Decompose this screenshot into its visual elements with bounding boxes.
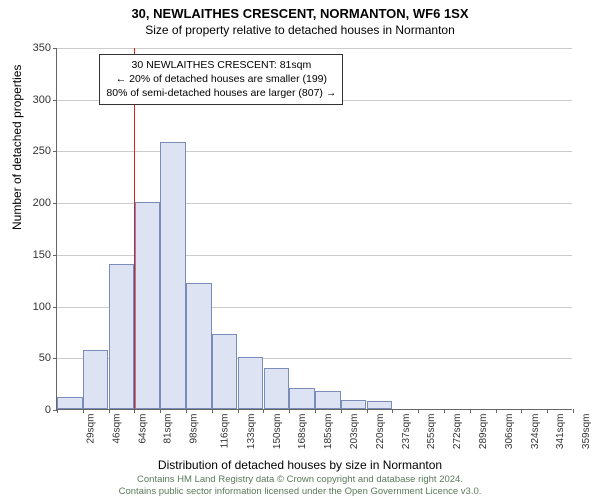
histogram-bar	[238, 357, 263, 409]
y-tick-mark	[53, 100, 57, 101]
x-tick-mark	[470, 409, 471, 413]
y-tick-mark	[53, 203, 57, 204]
histogram-bar	[367, 401, 392, 409]
x-tick-label: 341sqm	[555, 414, 566, 450]
histogram-bar	[341, 400, 366, 409]
y-tick-mark	[53, 151, 57, 152]
y-tick-label: 100	[21, 301, 51, 313]
y-tick-label: 200	[21, 197, 51, 209]
y-tick-label: 300	[21, 94, 51, 106]
histogram-bar	[135, 202, 160, 409]
x-tick-mark	[521, 409, 522, 413]
chart-container: 30, NEWLAITHES CRESCENT, NORMANTON, WF6 …	[0, 0, 600, 500]
histogram-bar	[109, 264, 134, 409]
y-tick-mark	[53, 48, 57, 49]
x-tick-label: 289sqm	[478, 414, 489, 450]
x-tick-label: 185sqm	[323, 414, 334, 450]
y-tick-mark	[53, 255, 57, 256]
x-tick-mark	[212, 409, 213, 413]
x-tick-label: 272sqm	[452, 414, 463, 450]
x-tick-label: 237sqm	[401, 414, 412, 450]
x-tick-label: 324sqm	[530, 414, 541, 450]
x-tick-label: 168sqm	[297, 414, 308, 450]
y-tick-mark	[53, 358, 57, 359]
x-tick-label: 98sqm	[189, 414, 200, 444]
x-tick-mark	[547, 409, 548, 413]
x-axis-label: Distribution of detached houses by size …	[0, 458, 600, 472]
x-tick-label: 29sqm	[86, 414, 97, 444]
x-tick-label: 203sqm	[349, 414, 360, 450]
x-tick-mark	[444, 409, 445, 413]
x-tick-mark	[160, 409, 161, 413]
x-tick-label: 255sqm	[426, 414, 437, 450]
page-subtitle: Size of property relative to detached ho…	[0, 21, 600, 37]
y-tick-label: 0	[21, 404, 51, 416]
x-tick-mark	[289, 409, 290, 413]
x-tick-mark	[573, 409, 574, 413]
plot-area: 05010015020025030035029sqm46sqm64sqm81sq…	[56, 48, 572, 410]
histogram-bar	[289, 388, 314, 409]
annotation-line1: 30 NEWLAITHES CRESCENT: 81sqm	[106, 58, 336, 72]
x-tick-label: 133sqm	[246, 414, 257, 450]
x-tick-mark	[83, 409, 84, 413]
y-tick-mark	[53, 307, 57, 308]
x-tick-mark	[57, 409, 58, 413]
y-tick-label: 50	[21, 352, 51, 364]
x-tick-mark	[496, 409, 497, 413]
y-tick-label: 350	[21, 42, 51, 54]
x-tick-label: 220sqm	[375, 414, 386, 450]
x-tick-mark	[418, 409, 419, 413]
x-tick-mark	[186, 409, 187, 413]
x-tick-label: 116sqm	[219, 414, 230, 449]
histogram-bar	[264, 368, 289, 409]
y-tick-label: 150	[21, 249, 51, 261]
annotation-line3: 80% of semi-detached houses are larger (…	[106, 86, 336, 100]
histogram-bar	[186, 283, 211, 409]
x-tick-mark	[238, 409, 239, 413]
footer-attribution: Contains HM Land Registry data © Crown c…	[0, 474, 600, 498]
x-tick-mark	[315, 409, 316, 413]
x-tick-label: 150sqm	[272, 414, 283, 450]
footer-line2: Contains public sector information licen…	[0, 486, 600, 498]
histogram-bar	[160, 142, 185, 409]
x-tick-mark	[109, 409, 110, 413]
x-tick-label: 359sqm	[581, 414, 592, 450]
x-tick-label: 64sqm	[137, 414, 148, 444]
x-tick-mark	[367, 409, 368, 413]
annotation-box: 30 NEWLAITHES CRESCENT: 81sqm← 20% of de…	[99, 54, 343, 105]
x-tick-label: 306sqm	[504, 414, 515, 450]
footer-line1: Contains HM Land Registry data © Crown c…	[0, 474, 600, 486]
x-tick-mark	[341, 409, 342, 413]
page-title: 30, NEWLAITHES CRESCENT, NORMANTON, WF6 …	[0, 0, 600, 21]
histogram-bar	[212, 334, 237, 410]
x-tick-label: 46sqm	[111, 414, 122, 444]
annotation-line2: ← 20% of detached houses are smaller (19…	[106, 72, 336, 86]
y-tick-label: 250	[21, 145, 51, 157]
histogram-bar	[83, 350, 108, 409]
x-tick-mark	[263, 409, 264, 413]
x-tick-mark	[134, 409, 135, 413]
histogram-bar	[315, 391, 340, 409]
x-tick-mark	[392, 409, 393, 413]
x-tick-label: 81sqm	[163, 414, 174, 444]
histogram-bar	[57, 397, 82, 409]
